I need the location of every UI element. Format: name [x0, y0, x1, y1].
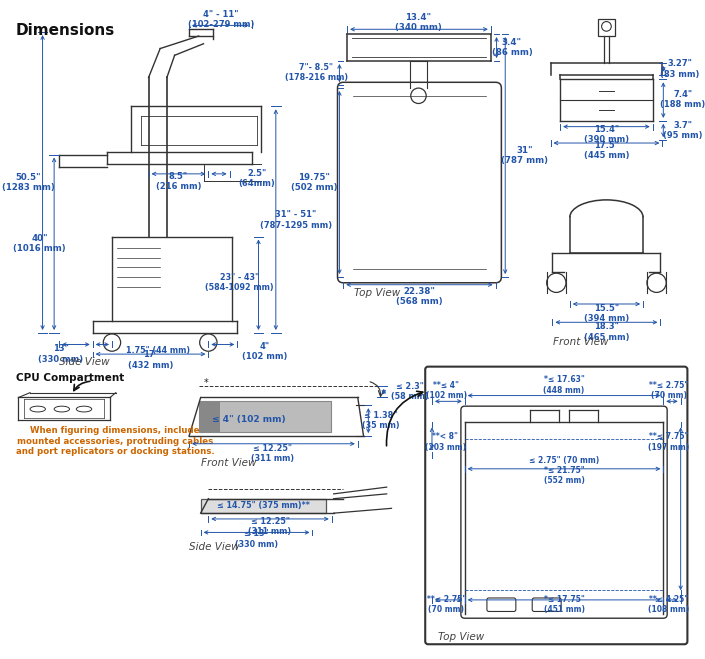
Text: 7"- 8.5"
(178-216 mm): 7"- 8.5" (178-216 mm) — [285, 63, 348, 82]
Text: 13"
(330 mm): 13" (330 mm) — [38, 345, 83, 364]
Text: **≤ 4.25"
(108 mm): **≤ 4.25" (108 mm) — [649, 595, 689, 614]
Text: ≤ 13"
(330 mm): ≤ 13" (330 mm) — [235, 529, 278, 549]
Text: 18.3"
(465 mm): 18.3" (465 mm) — [584, 322, 629, 341]
Text: 22.38"
(568 mm): 22.38" (568 mm) — [396, 287, 443, 306]
Text: Dimensions: Dimensions — [16, 22, 115, 38]
Text: 3.4"
(86 mm): 3.4" (86 mm) — [491, 38, 532, 57]
Text: Front View: Front View — [201, 458, 256, 468]
Text: CPU Compartment: CPU Compartment — [16, 374, 124, 384]
Text: **≤ 2.75"
(70 mm): **≤ 2.75" (70 mm) — [427, 595, 466, 614]
Text: *≤ 17.75"
(451 mm): *≤ 17.75" (451 mm) — [544, 595, 584, 614]
Text: When figuring dimensions, include
mounted accessories, protruding cables
and por: When figuring dimensions, include mounte… — [16, 426, 214, 456]
Text: 2.5"
(64mm): 2.5" (64mm) — [238, 169, 275, 188]
Text: **≤ 4"
(102 mm): **≤ 4" (102 mm) — [426, 381, 467, 401]
Bar — [199, 401, 220, 432]
Text: ≤ 4" (102 mm): ≤ 4" (102 mm) — [212, 415, 286, 424]
Text: 17.5"
(445 mm): 17.5" (445 mm) — [584, 141, 629, 160]
Text: Top View: Top View — [354, 289, 400, 299]
Text: 8.5"
(216 mm): 8.5" (216 mm) — [156, 172, 201, 191]
Text: 4" - 11"
(102-279 mm): 4" - 11" (102-279 mm) — [188, 10, 254, 30]
Text: **≤ 2.75"
(70 mm): **≤ 2.75" (70 mm) — [649, 381, 689, 401]
Text: 7.4"
(188 mm): 7.4" (188 mm) — [660, 90, 705, 109]
Text: 31"
(787 mm): 31" (787 mm) — [501, 146, 548, 165]
Bar — [598, 18, 615, 36]
FancyBboxPatch shape — [425, 366, 687, 645]
Text: 40"
(1016 mm): 40" (1016 mm) — [13, 233, 66, 253]
Text: 23" - 43"
(584-1092 mm): 23" - 43" (584-1092 mm) — [205, 273, 274, 293]
Bar — [201, 499, 326, 513]
Text: *: * — [204, 378, 208, 388]
Text: Top View: Top View — [438, 631, 484, 641]
Text: 13.4"
(340 mm): 13.4" (340 mm) — [395, 13, 442, 32]
Text: **< 8"
(203 mm): **< 8" (203 mm) — [425, 432, 466, 451]
Text: 1.75" (44 mm): 1.75" (44 mm) — [126, 346, 190, 355]
Text: 31" - 51"
(787-1295 mm): 31" - 51" (787-1295 mm) — [260, 210, 332, 230]
Text: Side View: Side View — [189, 542, 240, 552]
Text: ≤ 12.25"
(311 mm): ≤ 12.25" (311 mm) — [248, 517, 292, 536]
Bar — [199, 401, 331, 432]
Text: 3.27"
(83 mm): 3.27" (83 mm) — [660, 59, 699, 78]
Text: 17"
(432 mm): 17" (432 mm) — [128, 350, 173, 370]
Text: 3.7"
(95 mm): 3.7" (95 mm) — [663, 121, 702, 140]
Text: ≤ 2.3"
(58 mm): ≤ 2.3" (58 mm) — [391, 382, 429, 401]
Text: 50.5"
(1283 mm): 50.5" (1283 mm) — [1, 173, 54, 192]
Text: 4"
(102 mm): 4" (102 mm) — [242, 341, 288, 361]
Text: ≤ 1.38"
(35 mm): ≤ 1.38" (35 mm) — [362, 411, 400, 430]
Text: ≤ 2.75" (70 mm): ≤ 2.75" (70 mm) — [529, 455, 599, 465]
Text: Side View: Side View — [59, 357, 109, 367]
Text: 15.5"
(394 mm): 15.5" (394 mm) — [584, 304, 629, 324]
Text: ≤ 12.25"
(311 mm): ≤ 12.25" (311 mm) — [252, 444, 295, 463]
Text: 19.75"
(502 mm): 19.75" (502 mm) — [291, 173, 338, 192]
Text: **≤ 7.75"
(197 mm): **≤ 7.75" (197 mm) — [649, 432, 689, 451]
Text: ≤ 14.75" (375 mm)**: ≤ 14.75" (375 mm)** — [217, 501, 309, 510]
Text: *≤ 21.75"
(552 mm): *≤ 21.75" (552 mm) — [544, 466, 584, 485]
Text: Front View: Front View — [553, 337, 609, 347]
Text: *≤ 17.63"
(448 mm): *≤ 17.63" (448 mm) — [544, 375, 584, 395]
Text: 15.4"
(390 mm): 15.4" (390 mm) — [584, 125, 629, 144]
